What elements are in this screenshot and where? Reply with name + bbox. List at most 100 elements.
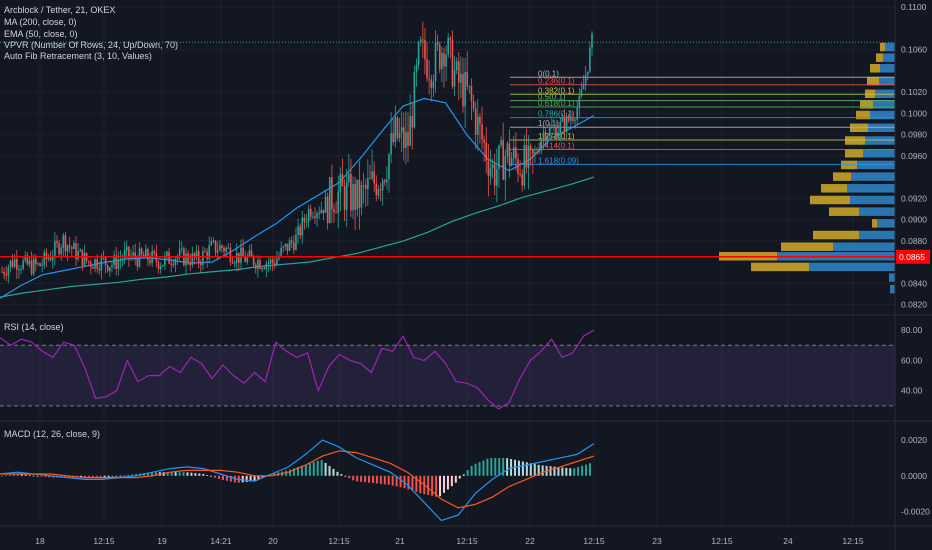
macd-histogram-bar (368, 475, 371, 483)
macd-histogram-bar (336, 471, 339, 476)
candle-body (396, 117, 399, 138)
candle-body (318, 213, 321, 215)
candle-body (542, 132, 545, 141)
candle-body (185, 253, 187, 266)
candle-body (468, 85, 471, 87)
candle-body (37, 263, 39, 265)
candle-body (464, 72, 466, 107)
candle-body (383, 180, 386, 183)
macd-tick-label: 0.0020 (901, 435, 927, 445)
time-tick-label: 18 (35, 536, 45, 546)
macd-histogram-bar (119, 475, 122, 477)
macd-pane[interactable]: 0.0020 0.0000 -0.0020 (0, 435, 930, 522)
time-tick-label: 23 (652, 536, 662, 546)
indicator-ma-label[interactable]: MA (200, close, 0) (4, 17, 77, 27)
candle-body (502, 140, 504, 180)
vpvr-up-bar (885, 42, 895, 52)
candle-body (121, 258, 124, 260)
macd-histogram-bar (549, 466, 552, 476)
candle-body (128, 246, 130, 258)
candle-body (111, 265, 113, 268)
candle-body (210, 241, 213, 246)
candle-body (295, 234, 297, 250)
vpvr-up-bar (890, 284, 895, 294)
macd-histogram-bar (379, 475, 382, 484)
candle-body (206, 251, 208, 259)
candle-body (567, 116, 570, 121)
macd-histogram-bar (186, 472, 189, 476)
candle-body (546, 136, 549, 142)
vpvr-up-bar (868, 123, 895, 133)
candle-body (159, 266, 162, 269)
macd-title[interactable]: MACD (12, 26, close, 9) (4, 429, 100, 439)
time-axis[interactable]: 18 12:15 19 14:21 20 12:15 21 12:15 22 12:15 23 12:… (35, 536, 864, 546)
macd-histogram-bar (245, 475, 248, 482)
candle-body (41, 264, 43, 267)
candle-body (172, 264, 175, 266)
candle-body (195, 250, 198, 258)
candle-body (438, 44, 441, 70)
candle-body (523, 144, 526, 186)
macd-histogram-bar (170, 472, 173, 476)
macd-tick-label: 0.0000 (901, 471, 927, 481)
candle-body (481, 124, 483, 140)
indicator-vpvr-label[interactable]: VPVR (Number Of Rows, 24, Up/Down, 70) (4, 40, 178, 50)
rsi-title[interactable]: RSI (14, close) (4, 322, 64, 332)
macd-histogram-bar (99, 475, 102, 478)
time-tick-label: 12:15 (842, 536, 864, 546)
macd-histogram-bar (91, 475, 94, 478)
macd-histogram-bar (407, 475, 410, 490)
candle-body (174, 258, 177, 266)
indicator-fib-label[interactable]: Auto Fib Retracement (3, 10, Values) (4, 51, 152, 61)
vpvr-up-bar (865, 136, 895, 145)
candle-body (379, 189, 382, 191)
vpvr-up-bar (847, 184, 895, 193)
vpvr-down-bar (841, 160, 857, 170)
macd-histogram-bar (32, 475, 35, 477)
candle-body (123, 250, 126, 259)
candle-body (16, 258, 18, 270)
macd-histogram-bar (178, 472, 181, 476)
candle-body (309, 208, 312, 217)
macd-histogram-bar (458, 475, 461, 479)
macd-histogram-bar (225, 475, 228, 481)
candle-body (534, 152, 536, 155)
macd-histogram-bar (28, 475, 31, 476)
candle-body (153, 250, 156, 254)
current-price-label: 0.0865 (899, 252, 925, 262)
vpvr-down-bar (781, 242, 833, 251)
candle-body (254, 264, 257, 269)
candle-body (259, 260, 261, 269)
macd-histogram-bar (135, 474, 138, 476)
macd-histogram-bar (466, 470, 469, 476)
candle-body (161, 264, 164, 267)
candle-body (536, 152, 538, 154)
candle-body (90, 262, 92, 267)
candle-body (269, 259, 272, 264)
candle-body (83, 252, 86, 266)
macd-histogram-bar (52, 475, 55, 478)
candle-body (493, 164, 496, 186)
macd-histogram-bar (565, 467, 568, 476)
macd-histogram-bar (147, 472, 150, 476)
candle-body (77, 251, 79, 260)
rsi-pane[interactable]: 80.00 60.00 40.00 (0, 325, 923, 410)
candle-body (553, 127, 555, 129)
candle-body (402, 127, 405, 149)
macd-histogram-bar (131, 474, 134, 476)
candle-body (580, 89, 583, 97)
candle-body (280, 247, 282, 256)
vpvr-up-bar (870, 110, 895, 120)
candle-body (422, 39, 424, 41)
candle-body (166, 251, 168, 256)
indicator-ema-label[interactable]: EMA (50, close, 0) (4, 29, 78, 39)
candle-body (157, 261, 160, 269)
macd-histogram-bar (450, 475, 453, 487)
price-axis[interactable]: 0.1100 0.1060 0.1020 0.1000 0.0980 0.0960 0.09… (901, 2, 927, 309)
candle-body (462, 74, 464, 107)
candle-body (257, 260, 259, 269)
macd-histogram-bar (395, 475, 398, 487)
candle-body (322, 209, 325, 214)
